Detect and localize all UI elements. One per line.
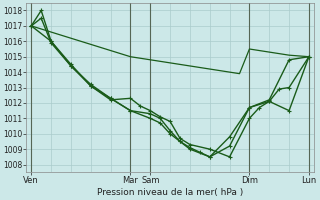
X-axis label: Pression niveau de la mer( hPa ): Pression niveau de la mer( hPa ) [97, 188, 243, 197]
